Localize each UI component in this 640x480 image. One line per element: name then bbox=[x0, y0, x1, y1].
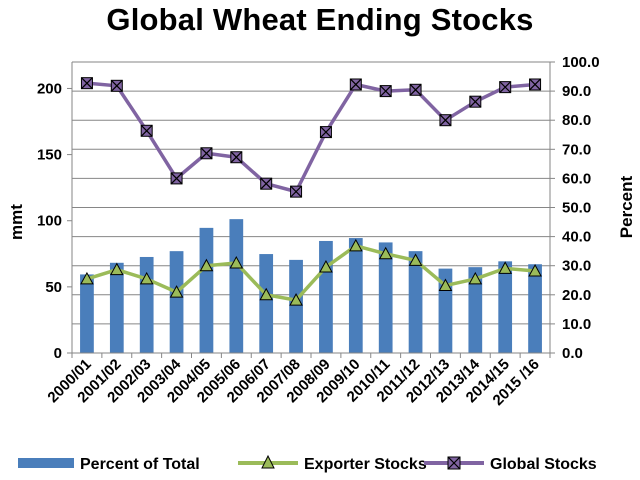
exporter-stocks-point bbox=[229, 256, 244, 269]
bar bbox=[169, 251, 184, 353]
global-stocks-point bbox=[529, 78, 542, 91]
y2-tick-label: 60.0 bbox=[562, 170, 591, 187]
exporter-stocks-point bbox=[348, 238, 363, 252]
y2-axis-title: Percent bbox=[617, 175, 636, 238]
bar bbox=[259, 254, 274, 353]
tick-labels: 0 50 100 150 200 0.0 10.0 20.0 30.0 40.0 50.0 60.0 7… bbox=[37, 54, 600, 409]
legend-marker-exporter-stocks bbox=[261, 454, 275, 469]
bar bbox=[408, 251, 423, 353]
global-stocks-point bbox=[499, 81, 512, 94]
global-stocks-point bbox=[439, 114, 452, 127]
global-stocks-point bbox=[260, 177, 273, 190]
exporter-stocks-point bbox=[408, 253, 423, 266]
exporter-stocks-point bbox=[139, 271, 154, 285]
global-stocks-point bbox=[170, 172, 183, 185]
y2-tick-label: 80.0 bbox=[562, 112, 591, 129]
exporter-stocks-point bbox=[289, 293, 303, 306]
exporter-stocks-point bbox=[109, 262, 124, 276]
exporter-stocks-point bbox=[468, 271, 483, 285]
exporter-stocks-point bbox=[498, 261, 513, 274]
bar-series-percent-of-total bbox=[80, 219, 542, 353]
bar bbox=[348, 238, 363, 353]
bar bbox=[139, 256, 154, 353]
legend-label-exporter-stocks: Exporter Stocks bbox=[304, 456, 427, 473]
chart-title: Global Wheat Ending Stocks bbox=[106, 2, 534, 37]
y-tick-label: 50 bbox=[45, 279, 62, 296]
bar bbox=[289, 259, 303, 353]
legend: Percent of Total Exporter Stocks Global … bbox=[18, 454, 597, 473]
exporter-stocks-point bbox=[80, 271, 94, 285]
global-stocks-line bbox=[86, 81, 536, 194]
global-stocks-point bbox=[230, 151, 243, 164]
line-series bbox=[80, 77, 542, 306]
global-stocks-point bbox=[349, 78, 362, 91]
bar bbox=[468, 267, 483, 353]
global-stocks-point bbox=[319, 126, 332, 139]
y-axis-title: mmt bbox=[7, 204, 26, 240]
y-tick-label: 0 bbox=[54, 345, 62, 362]
exporter-stocks-point bbox=[199, 258, 214, 272]
y2-tick-label: 0.0 bbox=[562, 345, 583, 362]
bar bbox=[199, 227, 214, 353]
exporter-stocks-point bbox=[259, 287, 274, 301]
bar bbox=[498, 261, 513, 353]
legend-swatch-percent-of-total bbox=[18, 458, 74, 468]
bar bbox=[378, 242, 393, 353]
bar bbox=[109, 262, 124, 353]
y-tick-label: 150 bbox=[37, 147, 62, 164]
y2-tick-label: 30.0 bbox=[562, 258, 591, 275]
global-stocks-point bbox=[110, 79, 123, 92]
axes bbox=[67, 61, 555, 358]
y2-tick-label: 20.0 bbox=[562, 287, 591, 304]
exporter-stocks-point bbox=[438, 278, 453, 292]
global-stocks-point bbox=[80, 77, 93, 90]
global-stocks-point bbox=[469, 95, 482, 108]
global-stocks-point bbox=[409, 83, 422, 96]
exporter-stocks-point bbox=[169, 285, 184, 298]
global-stocks-point bbox=[200, 147, 213, 160]
bar bbox=[319, 240, 333, 353]
global-stocks-point bbox=[379, 85, 392, 98]
global-stocks-point bbox=[140, 124, 153, 137]
bar bbox=[80, 274, 94, 353]
legend-label-global-stocks: Global Stocks bbox=[490, 456, 597, 473]
y-tick-label: 100 bbox=[37, 213, 62, 230]
exporter-stocks-point bbox=[378, 246, 393, 260]
legend-label-percent-of-total: Percent of Total bbox=[80, 456, 200, 473]
y2-tick-label: 40.0 bbox=[562, 229, 591, 246]
y2-tick-label: 90.0 bbox=[562, 83, 591, 100]
global-stocks-point bbox=[290, 185, 303, 198]
exporter-stocks-line bbox=[86, 244, 536, 302]
y2-tick-label: 10.0 bbox=[562, 316, 591, 333]
exporter-stocks-point bbox=[319, 259, 333, 273]
legend-marker-global-stocks bbox=[447, 456, 461, 470]
y2-tick-label: 100.0 bbox=[562, 54, 600, 71]
bar bbox=[229, 219, 244, 353]
y2-tick-label: 70.0 bbox=[562, 141, 591, 158]
bar bbox=[528, 264, 542, 353]
y-tick-label: 200 bbox=[37, 80, 62, 97]
exporter-stocks-point bbox=[528, 263, 542, 277]
y2-tick-label: 50.0 bbox=[562, 200, 591, 217]
